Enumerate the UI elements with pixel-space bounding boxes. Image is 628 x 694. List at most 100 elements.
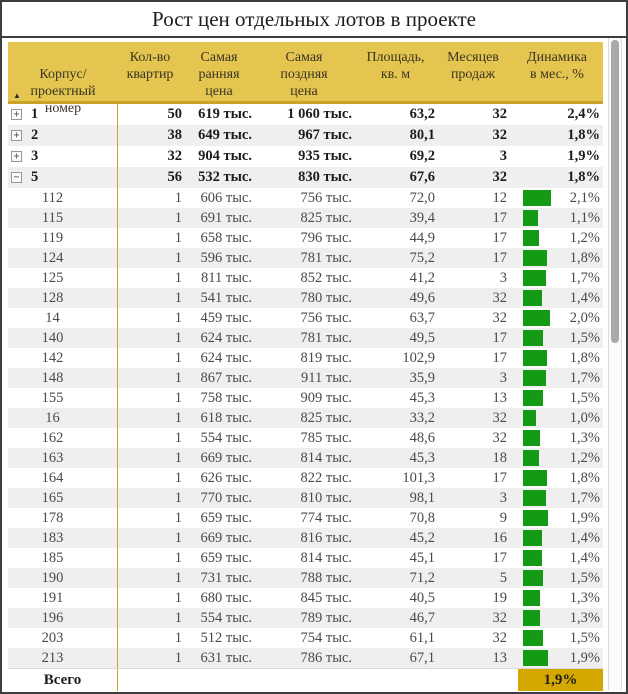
early-price-value: 658 тыс. (200, 230, 252, 246)
pivot-row-165[interactable]: 165 1 770 тыс. 810 тыс. 98,1 3 1,7% (8, 488, 603, 508)
pivot-row-148[interactable]: 148 1 867 тыс. 911 тыс. 35,9 3 1,7% (8, 368, 603, 388)
pivot-row-125[interactable]: 125 1 811 тыс. 852 тыс. 41,2 3 1,7% (8, 268, 603, 288)
dynamics-value: 1,7% (569, 270, 600, 286)
pivot-row-128[interactable]: 128 1 541 тыс. 780 тыс. 49,6 32 1,4% (8, 288, 603, 308)
dynamics-value: 2,0% (569, 310, 600, 326)
early-price-value: 618 тыс. (200, 410, 252, 426)
late-price-value: 756 тыс. (300, 190, 352, 206)
dynamics-cell: 1,8% (511, 248, 603, 268)
pivot-row-119[interactable]: 119 1 658 тыс. 796 тыс. 44,9 17 1,2% (8, 228, 603, 248)
pivot-row-16[interactable]: 16 1 618 тыс. 825 тыс. 33,2 32 1,0% (8, 408, 603, 428)
lot-number: 203 (8, 628, 118, 648)
months-value: 3 (499, 490, 507, 506)
late-price-value: 810 тыс. (300, 490, 352, 506)
expand-toggle-icon[interactable]: + (11, 130, 22, 141)
expand-toggle-icon[interactable]: + (11, 151, 22, 162)
dynamics-value: 1,9% (569, 650, 600, 666)
pivot-row-162[interactable]: 162 1 554 тыс. 785 тыс. 48,6 32 1,3% (8, 428, 603, 448)
pivot-row-3[interactable]: +3 32 904 тыс. 935 тыс. 69,2 3 1,9% (8, 146, 603, 167)
pivot-row-183[interactable]: 183 1 669 тыс. 816 тыс. 45,2 16 1,4% (8, 528, 603, 548)
dynamics-bar (523, 390, 543, 406)
dynamics-cell: 1,7% (511, 488, 603, 508)
dynamics-bar (523, 450, 539, 466)
months-value: 3 (499, 370, 507, 386)
pivot-row-163[interactable]: 163 1 669 тыс. 814 тыс. 45,3 18 1,2% (8, 448, 603, 468)
dynamics-value: 1,2% (569, 450, 600, 466)
lot-number: 196 (8, 608, 118, 628)
dynamics-cell: 1,3% (511, 608, 603, 628)
dynamics-value: 1,9% (569, 510, 600, 526)
months-value: 32 (492, 430, 508, 446)
early-price-value: 811 тыс. (201, 270, 252, 286)
area-value: 45,3 (409, 450, 435, 466)
column-header-building[interactable]: Корпус/ проектный номер ▲ (13, 67, 96, 117)
pivot-row-190[interactable]: 190 1 731 тыс. 788 тыс. 71,2 5 1,5% (8, 568, 603, 588)
sort-ascending-icon[interactable]: ▲ (13, 91, 21, 100)
pivot-row-203[interactable]: 203 1 512 тыс. 754 тыс. 61,1 32 1,5% (8, 628, 603, 648)
qty-value: 1 (174, 530, 182, 546)
qty-value: 1 (174, 350, 182, 366)
dynamics-cell: 1,3% (511, 588, 603, 608)
dynamics-cell: 1,3% (511, 428, 603, 448)
dynamics-cell: 1,9% (511, 508, 603, 528)
months-value: 16 (492, 530, 508, 546)
months-value: 13 (492, 390, 508, 406)
dynamics-bar (523, 250, 547, 266)
early-price-value: 532 тыс. (198, 169, 252, 185)
dynamics-value: 1,9% (567, 148, 600, 164)
area-value: 63,2 (409, 106, 435, 122)
lot-number: 125 (8, 268, 118, 288)
pivot-row-2[interactable]: +2 38 649 тыс. 967 тыс. 80,1 32 1,8% (8, 125, 603, 146)
dynamics-bar (523, 230, 539, 246)
collapse-toggle-icon[interactable]: − (11, 172, 22, 183)
pivot-row-5[interactable]: −5 56 532 тыс. 830 тыс. 67,6 32 1,8% (8, 167, 603, 188)
pivot-row-178[interactable]: 178 1 659 тыс. 774 тыс. 70,8 9 1,9% (8, 508, 603, 528)
months-value: 9 (499, 510, 507, 526)
dynamics-bar (523, 530, 542, 546)
pivot-row-185[interactable]: 185 1 659 тыс. 814 тыс. 45,1 17 1,4% (8, 548, 603, 568)
area-value: 44,9 (409, 230, 435, 246)
late-price-value: 785 тыс. (300, 430, 352, 446)
pivot-row-196[interactable]: 196 1 554 тыс. 789 тыс. 46,7 32 1,3% (8, 608, 603, 628)
lot-number: 115 (8, 208, 118, 228)
vertical-scrollbar[interactable] (608, 38, 622, 690)
column-header-months[interactable]: Месяцев продаж (447, 50, 499, 83)
lot-number: 14 (8, 308, 118, 328)
area-value: 102,9 (402, 350, 435, 366)
pivot-row-213[interactable]: 213 1 631 тыс. 786 тыс. 67,1 13 1,9% (8, 648, 603, 668)
pivot-row-142[interactable]: 142 1 624 тыс. 819 тыс. 102,9 17 1,8% (8, 348, 603, 368)
pivot-row-164[interactable]: 164 1 626 тыс. 822 тыс. 101,3 17 1,8% (8, 468, 603, 488)
pivot-row-155[interactable]: 155 1 758 тыс. 909 тыс. 45,3 13 1,5% (8, 388, 603, 408)
dynamics-bar (523, 330, 543, 346)
early-price-value: 626 тыс. (200, 470, 252, 486)
pivot-row-191[interactable]: 191 1 680 тыс. 845 тыс. 40,5 19 1,3% (8, 588, 603, 608)
dynamics-value: 1,3% (569, 610, 600, 626)
scrollbar-thumb[interactable] (611, 40, 619, 343)
column-header-area[interactable]: Площадь, кв. м (366, 50, 425, 83)
dynamics-value: 2,4% (567, 106, 600, 122)
dynamics-cell: 1,4% (511, 288, 603, 308)
pivot-row-112[interactable]: 112 1 606 тыс. 756 тыс. 72,0 12 2,1% (8, 188, 603, 208)
early-price-value: 631 тыс. (200, 650, 252, 666)
dynamics-value: 1,4% (569, 290, 600, 306)
column-header-dynamics[interactable]: Динамика в мес., % (527, 50, 587, 83)
pivot-row-14[interactable]: 14 1 459 тыс. 756 тыс. 63,7 32 2,0% (8, 308, 603, 328)
dynamics-cell: 1,5% (511, 568, 603, 588)
months-value: 17 (492, 350, 508, 366)
months-value: 5 (499, 570, 507, 586)
pivot-row-1[interactable]: +1 50 619 тыс. 1 060 тыс. 63,2 32 2,4% (8, 104, 603, 125)
lot-number: 112 (8, 188, 118, 208)
early-price-value: 659 тыс. (200, 510, 252, 526)
dynamics-value: 1,7% (569, 490, 600, 506)
late-price-value: 796 тыс. (300, 230, 352, 246)
pivot-row-115[interactable]: 115 1 691 тыс. 825 тыс. 39,4 17 1,1% (8, 208, 603, 228)
column-header-early-price[interactable]: Самая ранняя цена (198, 50, 240, 100)
pivot-row-124[interactable]: 124 1 596 тыс. 781 тыс. 75,2 17 1,8% (8, 248, 603, 268)
expand-toggle-icon[interactable]: + (11, 109, 22, 120)
qty-value: 1 (174, 450, 182, 466)
pivot-row-140[interactable]: 140 1 624 тыс. 781 тыс. 49,5 17 1,5% (8, 328, 603, 348)
column-header-late-price[interactable]: Самая поздняя цена (280, 50, 328, 100)
area-value: 101,3 (402, 470, 435, 486)
dynamics-value: 1,8% (569, 250, 600, 266)
column-header-qty[interactable]: Кол-во квартир (126, 50, 174, 83)
